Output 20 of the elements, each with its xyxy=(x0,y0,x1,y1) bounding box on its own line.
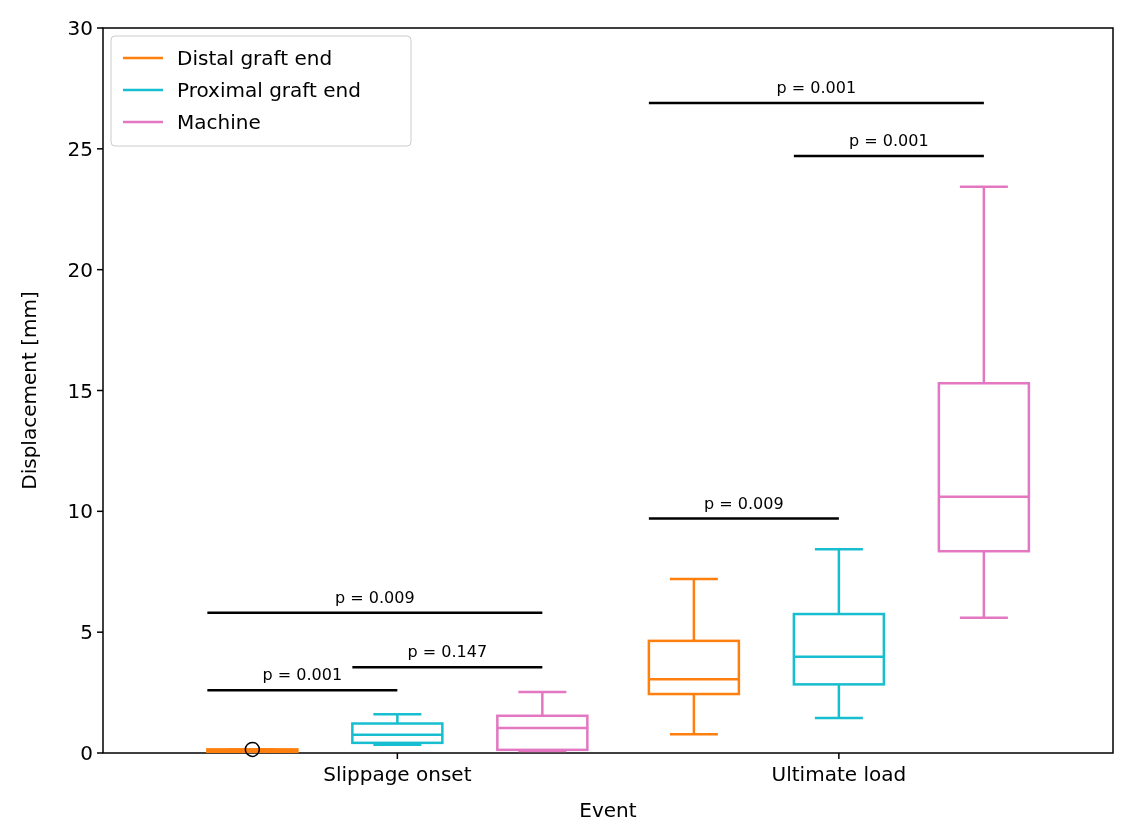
y-tick-label: 20 xyxy=(67,257,93,282)
legend-label: Distal graft end xyxy=(177,46,333,70)
y-tick-label: 30 xyxy=(67,16,93,40)
legend-label: Proximal graft end xyxy=(177,78,361,102)
annotation: p = 0.009 xyxy=(335,587,415,607)
annotation: p = 0.009 xyxy=(704,493,784,513)
annotation: p = 0.147 xyxy=(407,642,488,662)
y-tick-label: 10 xyxy=(67,499,93,524)
x-tick-label: Ultimate load xyxy=(771,762,907,786)
annotation: p = 0.001 xyxy=(776,77,857,97)
y-axis-title: Displacement [mm] xyxy=(17,291,41,490)
annotation: p = 0.001 xyxy=(262,665,343,685)
legend-label: Machine xyxy=(177,110,261,134)
x-tick-label: Slippage onset xyxy=(323,762,472,786)
y-tick-label: 5 xyxy=(80,620,93,645)
y-tick-label: 25 xyxy=(67,136,93,161)
y-tick-label: 0 xyxy=(80,741,93,765)
x-axis-title: Event xyxy=(579,798,637,822)
annotation: p = 0.001 xyxy=(849,131,929,151)
y-tick-label: 15 xyxy=(67,378,93,403)
